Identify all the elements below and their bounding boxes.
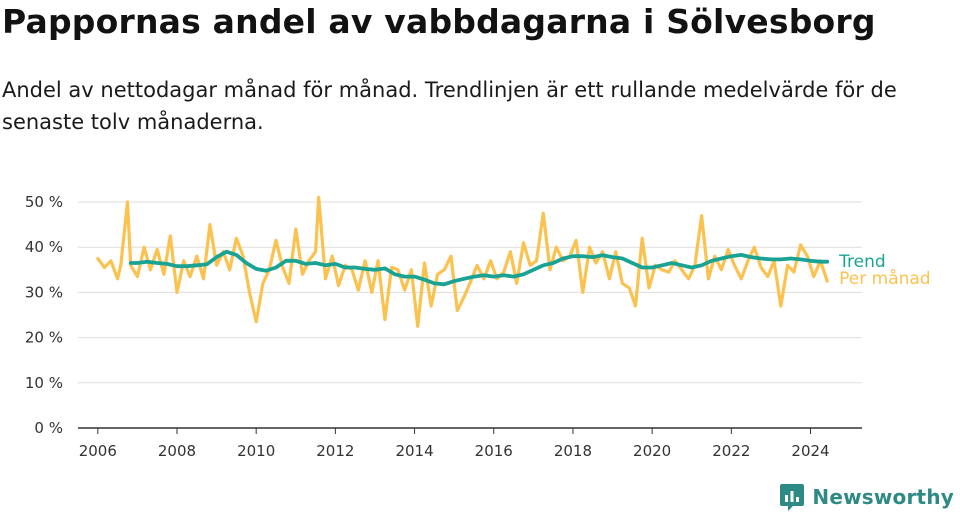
legend-per-manad-label: Per månad bbox=[839, 268, 930, 289]
x-tick-label: 2020 bbox=[633, 442, 671, 460]
legend-trend-label: Trend bbox=[838, 252, 886, 272]
x-tick-label: 2022 bbox=[712, 442, 750, 460]
x-tick-label: 2006 bbox=[79, 442, 117, 460]
y-tick-label: 40 % bbox=[25, 238, 63, 256]
x-tick-label: 2018 bbox=[554, 442, 592, 460]
x-tick-label: 2016 bbox=[475, 442, 513, 460]
series-line-trend bbox=[128, 249, 830, 287]
y-tick-label: 50 % bbox=[25, 193, 63, 211]
y-tick-label: 20 % bbox=[25, 329, 63, 347]
x-tick-label: 2014 bbox=[395, 442, 433, 460]
y-axis-ticks: 0 % 10 % 20 % 30 % 40 % 50 % bbox=[25, 193, 63, 437]
newsworthy-brand: Newsworthy bbox=[779, 482, 954, 512]
newsworthy-logo-icon bbox=[780, 484, 805, 511]
x-tick-label: 2008 bbox=[158, 442, 196, 460]
x-tick-label: 2024 bbox=[791, 442, 829, 460]
y-tick-label: 30 % bbox=[25, 283, 63, 301]
x-tick-label: 2012 bbox=[316, 442, 354, 460]
x-axis-ticks: 2006 2008 2010 2012 2014 2016 2018 2020 2022 2024 bbox=[79, 428, 830, 460]
y-tick-label: 0 % bbox=[34, 419, 63, 437]
series-line-per-manad bbox=[96, 195, 829, 328]
grid-lines bbox=[78, 201, 862, 429]
brand-name: Newsworthy bbox=[812, 485, 954, 509]
y-tick-label: 10 % bbox=[25, 374, 63, 392]
chart-title: Pappornas andel av vabbdagarna i Sölvesb… bbox=[2, 2, 876, 41]
series-lines bbox=[96, 195, 830, 328]
chart-subtitle: Andel av nettodagar månad för månad. Tre… bbox=[2, 78, 897, 134]
x-tick-label: 2010 bbox=[237, 442, 275, 460]
